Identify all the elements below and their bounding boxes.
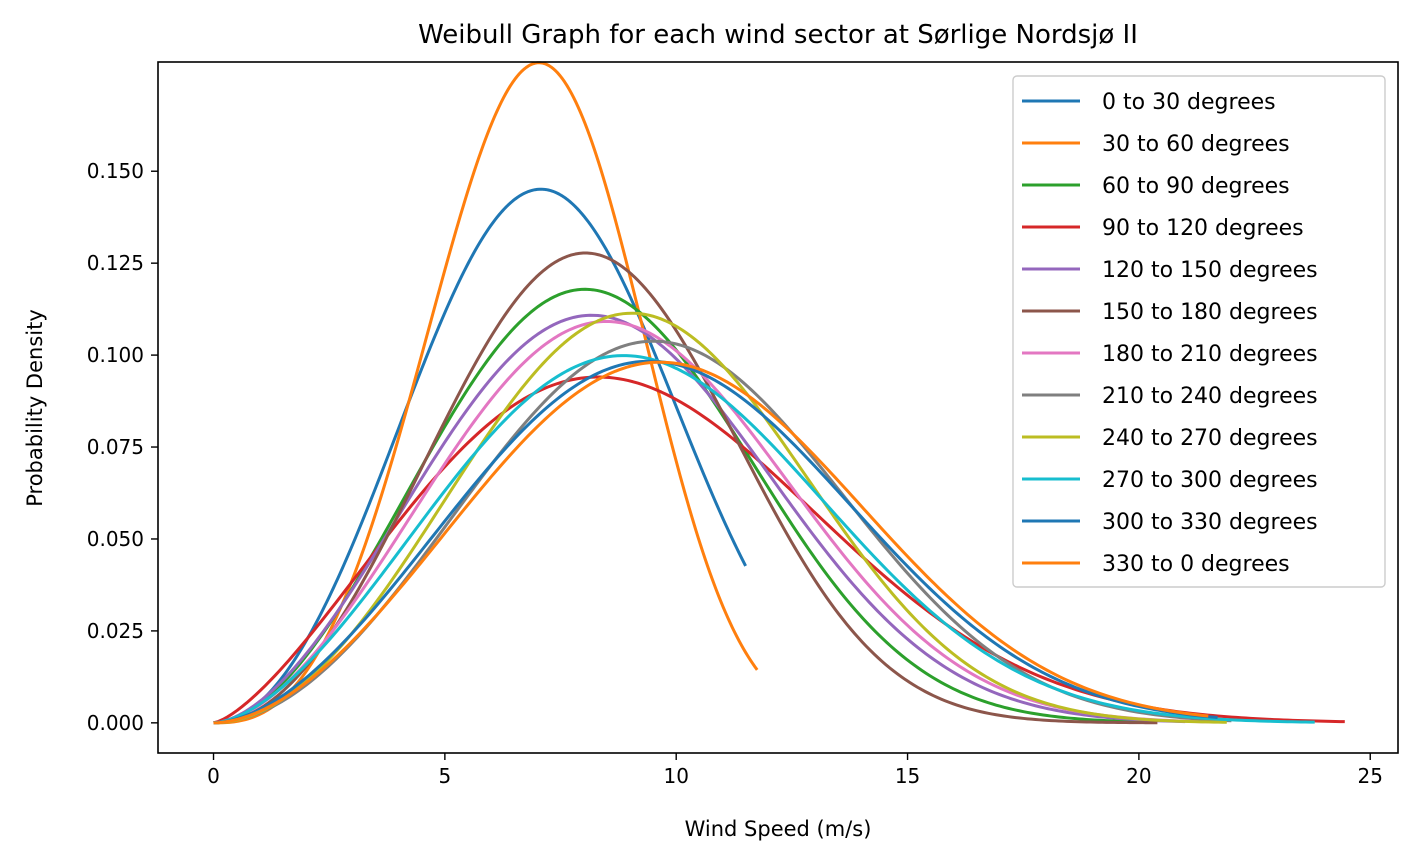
legend-label: 120 to 150 degrees	[1102, 258, 1318, 283]
x-tick-label: 0	[207, 764, 220, 788]
series-line-5	[213, 313, 1186, 725]
y-tick-label: 0.000	[87, 711, 144, 735]
legend-label: 330 to 0 degrees	[1102, 552, 1290, 577]
y-tick-label: 0.075	[87, 435, 144, 459]
series-line-9	[213, 311, 1227, 725]
x-tick-label: 25	[1358, 764, 1383, 788]
x-tick-label: 5	[438, 764, 451, 788]
x-tick-label: 20	[1126, 764, 1151, 788]
x-tick-label: 10	[663, 764, 688, 788]
y-axis-label: Probability Density	[23, 309, 47, 507]
series-line-3	[213, 287, 1153, 725]
series-line-12	[213, 360, 1209, 725]
plot-frame	[157, 61, 1399, 754]
series-line-11	[213, 359, 1218, 725]
y-tick-label: 0.025	[87, 619, 144, 643]
x-tick-label: 15	[895, 764, 920, 788]
legend-label: 150 to 180 degrees	[1102, 300, 1318, 325]
legend-box	[1012, 75, 1386, 588]
series-lines	[213, 61, 1345, 725]
legend-label: 180 to 210 degrees	[1102, 342, 1318, 367]
legend-label: 60 to 90 degrees	[1102, 174, 1290, 199]
y-tick-label: 0.150	[87, 159, 144, 183]
y-tick-label: 0.125	[87, 251, 144, 275]
series-line-2	[213, 61, 759, 725]
series-line-10	[213, 354, 1315, 725]
x-axis-ticks: 0 5 10 15 20 25	[207, 753, 1383, 788]
legend-label: 240 to 270 degrees	[1102, 426, 1318, 451]
legend-label: 270 to 300 degrees	[1102, 468, 1318, 493]
legend-label: 90 to 120 degrees	[1102, 216, 1304, 241]
legend: 0 to 30 degrees 30 to 60 degrees 60 to 90 …	[1012, 75, 1386, 588]
chart-title: Weibull Graph for each wind sector at Sø…	[418, 20, 1138, 50]
series-line-1	[213, 187, 747, 725]
legend-label: 30 to 60 degrees	[1102, 132, 1290, 157]
y-axis-ticks: 0.000 0.025 0.050 0.075 0.100 0.125 0.150	[87, 159, 158, 735]
y-tick-label: 0.050	[87, 527, 144, 551]
legend-label: 300 to 330 degrees	[1102, 510, 1318, 535]
legend-label: 0 to 30 degrees	[1102, 90, 1276, 115]
legend-label: 210 to 240 degrees	[1102, 384, 1318, 409]
x-axis-label: Wind Speed (m/s)	[685, 817, 872, 841]
y-tick-label: 0.100	[87, 343, 144, 367]
